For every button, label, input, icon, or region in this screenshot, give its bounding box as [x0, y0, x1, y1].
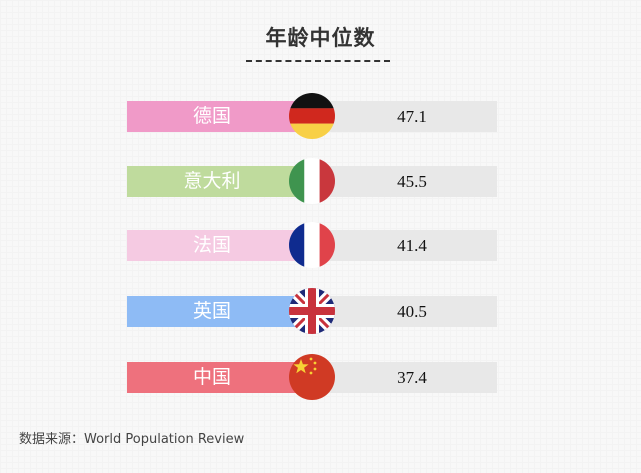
median-age-value: 47.1 — [397, 107, 427, 126]
italy-flag-icon — [289, 158, 335, 204]
country-label-bar: 法国 — [127, 230, 297, 261]
data-source-note: 数据来源：World Population Review — [19, 432, 245, 447]
median-age-value: 45.5 — [397, 172, 427, 191]
chart-title: 年龄中位数 — [265, 26, 376, 50]
france-flag-icon — [289, 222, 335, 268]
median-age-value: 41.4 — [397, 236, 427, 255]
uk-flag-icon — [289, 288, 335, 334]
country-label-bar: 中国 — [127, 362, 297, 393]
row-uk: 英国 40.5 — [127, 288, 497, 334]
title-dashed-divider — [246, 60, 390, 62]
row-italy: 意大利 45.5 — [127, 158, 497, 204]
country-label-bar: 意大利 — [127, 166, 297, 197]
row-france: 法国 41.4 — [127, 222, 497, 268]
country-label-bar: 英国 — [127, 296, 297, 327]
median-age-value: 37.4 — [397, 368, 427, 387]
country-label-bar: 德国 — [127, 101, 297, 132]
germany-flag-icon — [289, 93, 335, 139]
china-flag-icon — [289, 354, 335, 400]
row-germany: 德国 47.1 — [127, 93, 497, 139]
row-china: 中国 37.4 — [127, 354, 497, 400]
median-age-value: 40.5 — [397, 302, 427, 321]
